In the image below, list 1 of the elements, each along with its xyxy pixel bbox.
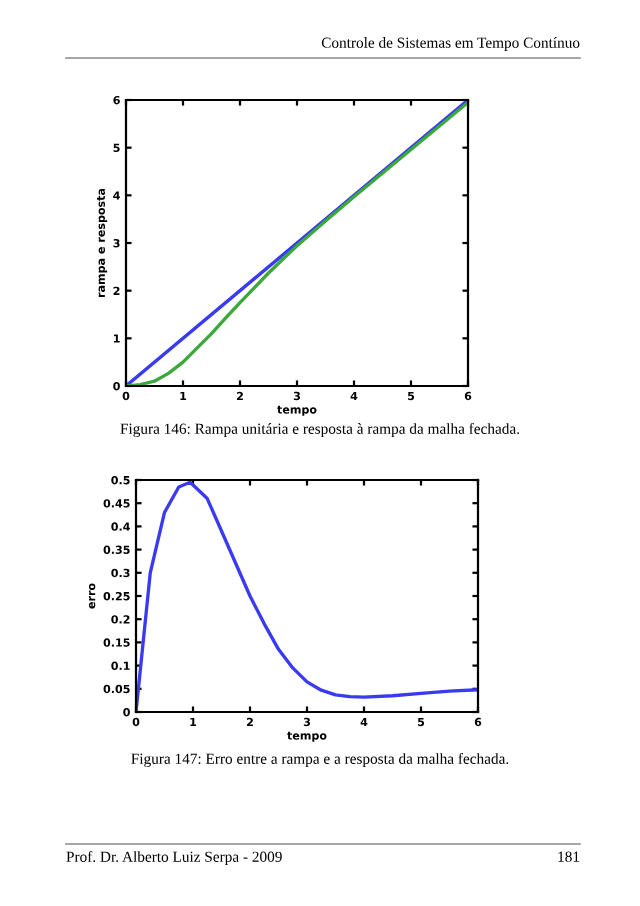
line-series: [136, 480, 478, 712]
